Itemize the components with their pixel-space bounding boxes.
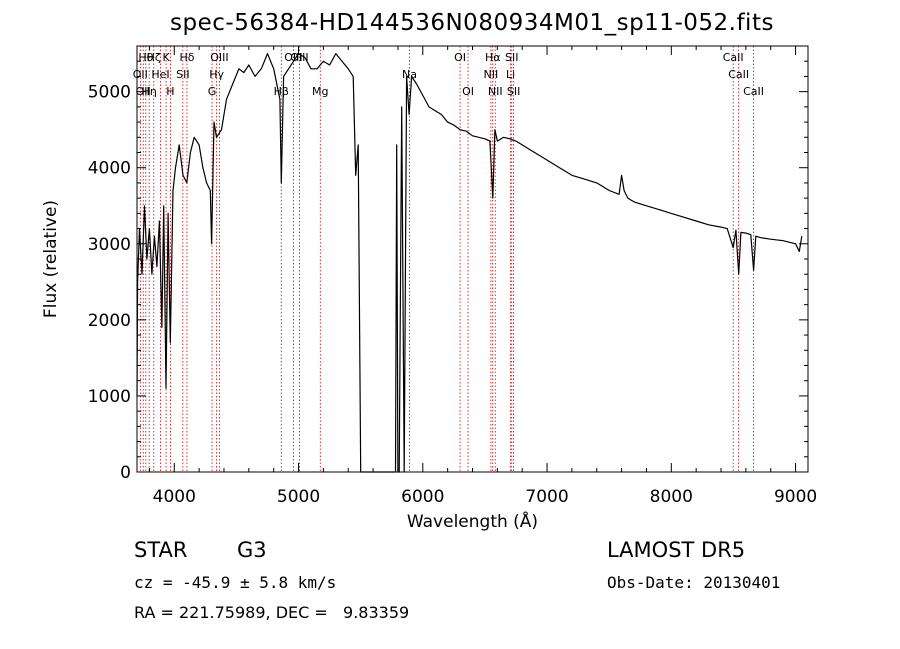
spectrum-line-0 — [136, 52, 803, 473]
marker-label-2: Hθ — [138, 51, 153, 64]
marker-label-10: G — [208, 85, 217, 98]
marker-label-13: Hβ — [274, 85, 289, 98]
marker-label-7: H — [166, 85, 174, 98]
marker-label-28: CaII — [743, 85, 764, 98]
y-tick-label-5: 5000 — [88, 83, 131, 103]
marker-label-6: K — [162, 51, 170, 64]
x-axis-label: Wavelength (Å) — [407, 510, 538, 532]
marker-labels: OIIOIIHθHηHζHeIKHSIIHδGHγOIIIHβOIIIOIIIM… — [133, 51, 764, 98]
marker-label-20: NII — [484, 68, 499, 81]
redshift-velocity: cz = -45.9 ± 5.8 km/s — [134, 573, 337, 592]
marker-label-9: Hδ — [179, 51, 194, 64]
spectrum-series — [136, 52, 803, 473]
axis-ticks: 4000 5000 6000 7000 8000 9000 0 1000 2000 3000 400… — [88, 46, 817, 507]
marker-label-4: Hζ — [147, 51, 161, 64]
line-markers — [139, 46, 754, 472]
x-tick-label-3: 7000 — [525, 487, 568, 507]
observation-date: Obs-Date: 20130401 — [607, 573, 781, 592]
marker-label-26: CaII — [723, 51, 744, 64]
x-tick-label-0: 4000 — [153, 487, 196, 507]
object-subclass: G3 — [237, 538, 267, 562]
marker-label-3: Hη — [142, 85, 157, 98]
x-tick-label-1: 5000 — [277, 487, 320, 507]
y-tick-label-4: 4000 — [88, 159, 131, 179]
marker-label-16: Mg — [312, 85, 328, 98]
marker-label-1: OII — [136, 85, 151, 98]
y-axis-label: Flux (relative) — [41, 200, 61, 318]
y-tick-label-2: 2000 — [88, 311, 131, 331]
plot-frame — [136, 45, 809, 473]
marker-label-25: SII — [507, 85, 520, 98]
coordinates: RA = 221.75989, DEC = 9.83359 — [134, 603, 410, 622]
x-tick-label-4: 8000 — [650, 487, 693, 507]
y-tick-label-3: 3000 — [88, 235, 131, 255]
marker-label-5: HeI — [151, 68, 169, 81]
marker-label-15: OIII — [290, 51, 308, 64]
x-tick-label-5: 9000 — [774, 487, 817, 507]
marker-label-12: OIII — [210, 51, 228, 64]
survey-name: LAMOST DR5 — [607, 538, 746, 562]
marker-label-21: Hα — [485, 51, 501, 64]
y-tick-label-0: 0 — [120, 463, 131, 483]
marker-label-17: Na — [402, 68, 417, 81]
marker-label-24: SII — [505, 51, 518, 64]
marker-label-27: CaII — [728, 68, 749, 81]
marker-label-14: OIII — [284, 51, 302, 64]
object-class: STAR — [134, 538, 188, 562]
marker-label-8: SII — [176, 68, 189, 81]
marker-label-22: NII — [488, 85, 503, 98]
marker-label-23: Li — [506, 68, 515, 81]
marker-label-18: OI — [454, 51, 466, 64]
marker-label-19: OI — [462, 85, 474, 98]
marker-label-0: OII — [133, 68, 148, 81]
y-tick-label-1: 1000 — [88, 387, 131, 407]
chart-title: spec-56384-HD144536N080934M01_sp11-052.f… — [170, 10, 774, 36]
marker-label-11: Hγ — [209, 68, 224, 81]
x-tick-label-2: 6000 — [401, 487, 444, 507]
